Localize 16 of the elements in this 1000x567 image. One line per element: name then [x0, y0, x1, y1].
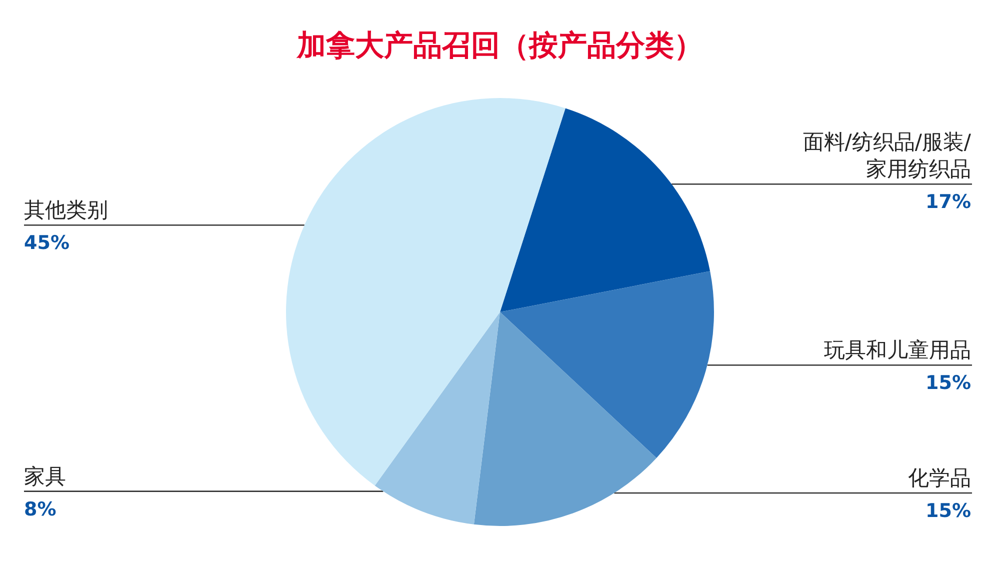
slice-label: 化学品 [908, 466, 971, 490]
slice-label: 玩具和儿童用品 [824, 338, 971, 362]
slice-label: 面料/纺织品/服装/家用纺织品 [802, 130, 972, 182]
pie-slice [286, 98, 566, 486]
slice-label: 家具 [24, 464, 66, 488]
data-label: 45% [24, 232, 70, 254]
data-label: 15% [926, 500, 971, 522]
pie-slice [374, 312, 500, 524]
pie-slice [500, 271, 714, 458]
pie-slice [474, 312, 657, 526]
pie-slice [500, 108, 710, 312]
data-label: 17% [926, 191, 971, 214]
data-label: 8% [24, 498, 56, 520]
chart-title: 加拿大产品召回（按产品分类） [296, 28, 703, 62]
slice-label: 其他类别 [24, 198, 108, 222]
data-label: 15% [926, 372, 971, 394]
